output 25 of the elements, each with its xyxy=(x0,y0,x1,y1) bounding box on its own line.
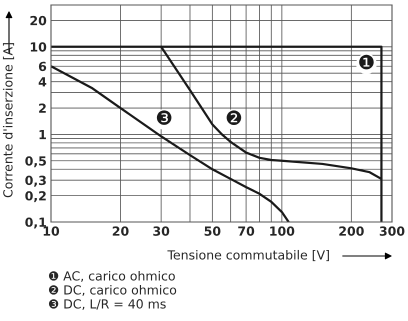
text: ❸ DC, L/R = 40 ms xyxy=(48,299,166,310)
y-tick-label: 0,3 xyxy=(25,176,46,187)
series-label: ❶ xyxy=(359,54,374,70)
y-tick-label: 0,5 xyxy=(25,156,46,168)
y-tick-label: 0,1 xyxy=(25,217,46,229)
text: ❶ AC, carico ohmico xyxy=(48,270,175,282)
y-tick-label: 10 xyxy=(30,42,46,52)
text: ❷ DC, carico ohmico xyxy=(48,284,176,296)
y-tick-label: 0,2 xyxy=(25,191,46,202)
series-label: ❷ xyxy=(226,110,242,125)
y-tick-label: 6 xyxy=(38,62,46,72)
y-axis-title: Corrente d'inserzione [A] xyxy=(2,43,14,198)
x-tick-label: 100 xyxy=(270,226,294,236)
y-tick-label: 1 xyxy=(40,130,46,140)
x-axis-title: Tensione commutabile [V] xyxy=(167,250,329,262)
x-tick-label: 200 xyxy=(339,226,364,236)
x-tick-label: 50 xyxy=(204,226,220,236)
x-tick-label: 20 xyxy=(112,226,129,236)
y-tick-label: 2 xyxy=(39,104,46,113)
x-tick-label: 30 xyxy=(153,226,170,236)
y-tick-label: 20 xyxy=(30,16,46,26)
x-tick-label: 70 xyxy=(238,226,254,236)
y-tick-label: 4 xyxy=(38,77,46,86)
series-label: ❸ xyxy=(156,110,172,125)
x-tick-label: 300 xyxy=(380,226,404,236)
